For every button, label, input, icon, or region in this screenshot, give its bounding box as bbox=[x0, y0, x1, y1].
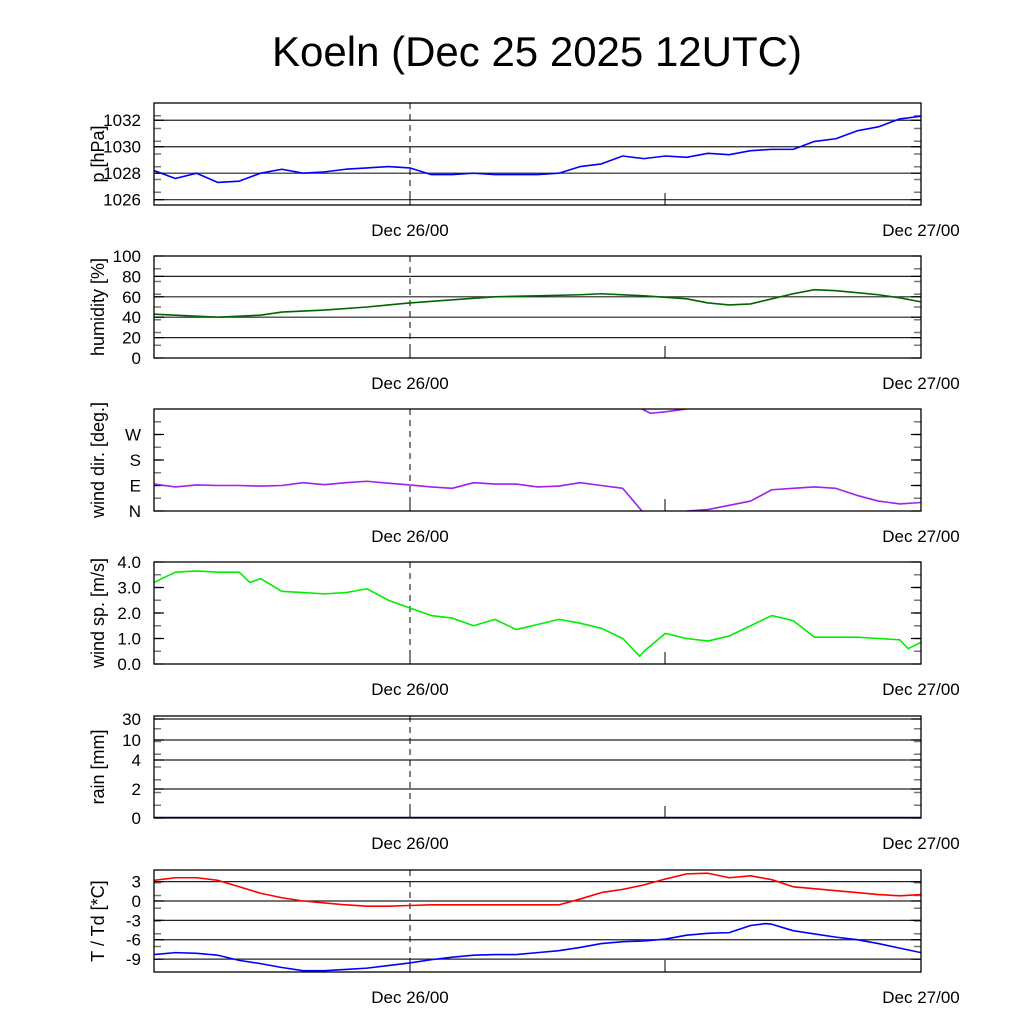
y-tick-label: E bbox=[130, 477, 141, 496]
y-tick-label: 3.0 bbox=[117, 579, 141, 598]
y-tick-label: 4.0 bbox=[117, 553, 141, 572]
y-tick-label: 80 bbox=[122, 267, 141, 286]
series-line-wind-speed bbox=[154, 570, 921, 658]
chart-title: Koeln (Dec 25 2025 12UTC) bbox=[272, 28, 802, 75]
y-axis-label: rain [mm] bbox=[88, 729, 108, 804]
x-tick-label: Dec 27/00 bbox=[882, 834, 960, 853]
y-tick-label: 2 bbox=[132, 780, 141, 799]
series-line-wind-direction bbox=[154, 480, 643, 511]
plot-frame bbox=[153, 561, 922, 665]
y-tick-label: 2.0 bbox=[117, 604, 141, 623]
y-tick-label: 4 bbox=[132, 751, 141, 770]
y-tick-label: 20 bbox=[122, 329, 141, 348]
x-tick-label: Dec 26/00 bbox=[371, 374, 449, 393]
y-tick-label: 3 bbox=[132, 873, 141, 892]
series-line-humidity bbox=[154, 288, 921, 319]
y-tick-label: 1026 bbox=[103, 191, 141, 210]
y-tick-label: 1028 bbox=[103, 164, 141, 183]
x-tick-label: Dec 27/00 bbox=[882, 527, 960, 546]
y-tick-label: -9 bbox=[126, 950, 141, 969]
y-tick-label: 0.0 bbox=[117, 655, 141, 674]
panel-temperature: -9-6-303 T / Td [*C] Dec 26/00 Dec 27/00 bbox=[88, 869, 960, 1007]
x-tick-label: Dec 26/00 bbox=[371, 527, 449, 546]
plot-frame bbox=[153, 102, 922, 206]
y-tick-label: W bbox=[125, 426, 141, 445]
y-tick-label: 40 bbox=[122, 308, 141, 327]
y-axis-label: T / Td [*C] bbox=[88, 880, 108, 961]
x-tick-label: Dec 26/00 bbox=[371, 988, 449, 1007]
plot-frame bbox=[153, 255, 922, 359]
series-line-td bbox=[154, 922, 921, 972]
series-line-wind-direction bbox=[686, 486, 921, 511]
series-line-p bbox=[154, 115, 921, 184]
x-tick-label: Dec 27/00 bbox=[882, 221, 960, 240]
x-tick-label: Dec 26/00 bbox=[371, 680, 449, 699]
y-tick-label: 10 bbox=[122, 731, 141, 750]
x-tick-label: Dec 26/00 bbox=[371, 834, 449, 853]
y-tick-label: 30 bbox=[122, 710, 141, 729]
y-tick-label: N bbox=[129, 502, 141, 521]
series-line-t bbox=[154, 872, 921, 907]
plot-frame bbox=[153, 869, 922, 973]
y-tick-label: 60 bbox=[122, 288, 141, 307]
y-tick-label: -3 bbox=[126, 911, 141, 930]
y-axis-label: wind dir. [deg.] bbox=[88, 402, 108, 519]
y-tick-label: 0 bbox=[132, 349, 141, 368]
y-tick-label: 1030 bbox=[103, 138, 141, 157]
x-tick-label: Dec 26/00 bbox=[371, 221, 449, 240]
y-tick-label: 100 bbox=[113, 247, 141, 266]
y-axis-label: humidity [%] bbox=[88, 258, 108, 356]
y-tick-label: -6 bbox=[126, 931, 141, 950]
panel-rain: 0 2 410 30 rain [mm] Dec 26/00 Dec 27/00 bbox=[88, 710, 960, 853]
panel-wind_speed: 0.0 1.0 2.0 3.0 4.0 wind sp. [m/s] Dec 26/00 De… bbox=[88, 553, 960, 699]
plot-frame bbox=[153, 715, 922, 819]
y-axis-label: wind sp. [m/s] bbox=[88, 558, 108, 669]
plot-frame bbox=[153, 408, 922, 512]
y-tick-label: 0 bbox=[132, 892, 141, 911]
y-tick-label: 1.0 bbox=[117, 630, 141, 649]
y-axis-label: p [hPa] bbox=[88, 125, 108, 182]
x-tick-label: Dec 27/00 bbox=[882, 680, 960, 699]
y-tick-label: 1032 bbox=[103, 111, 141, 130]
series-line-wind-direction bbox=[641, 409, 687, 415]
x-tick-label: Dec 27/00 bbox=[882, 988, 960, 1007]
x-tick-label: Dec 27/00 bbox=[882, 374, 960, 393]
y-tick-label: 0 bbox=[132, 809, 141, 828]
y-tick-label: S bbox=[130, 451, 141, 470]
